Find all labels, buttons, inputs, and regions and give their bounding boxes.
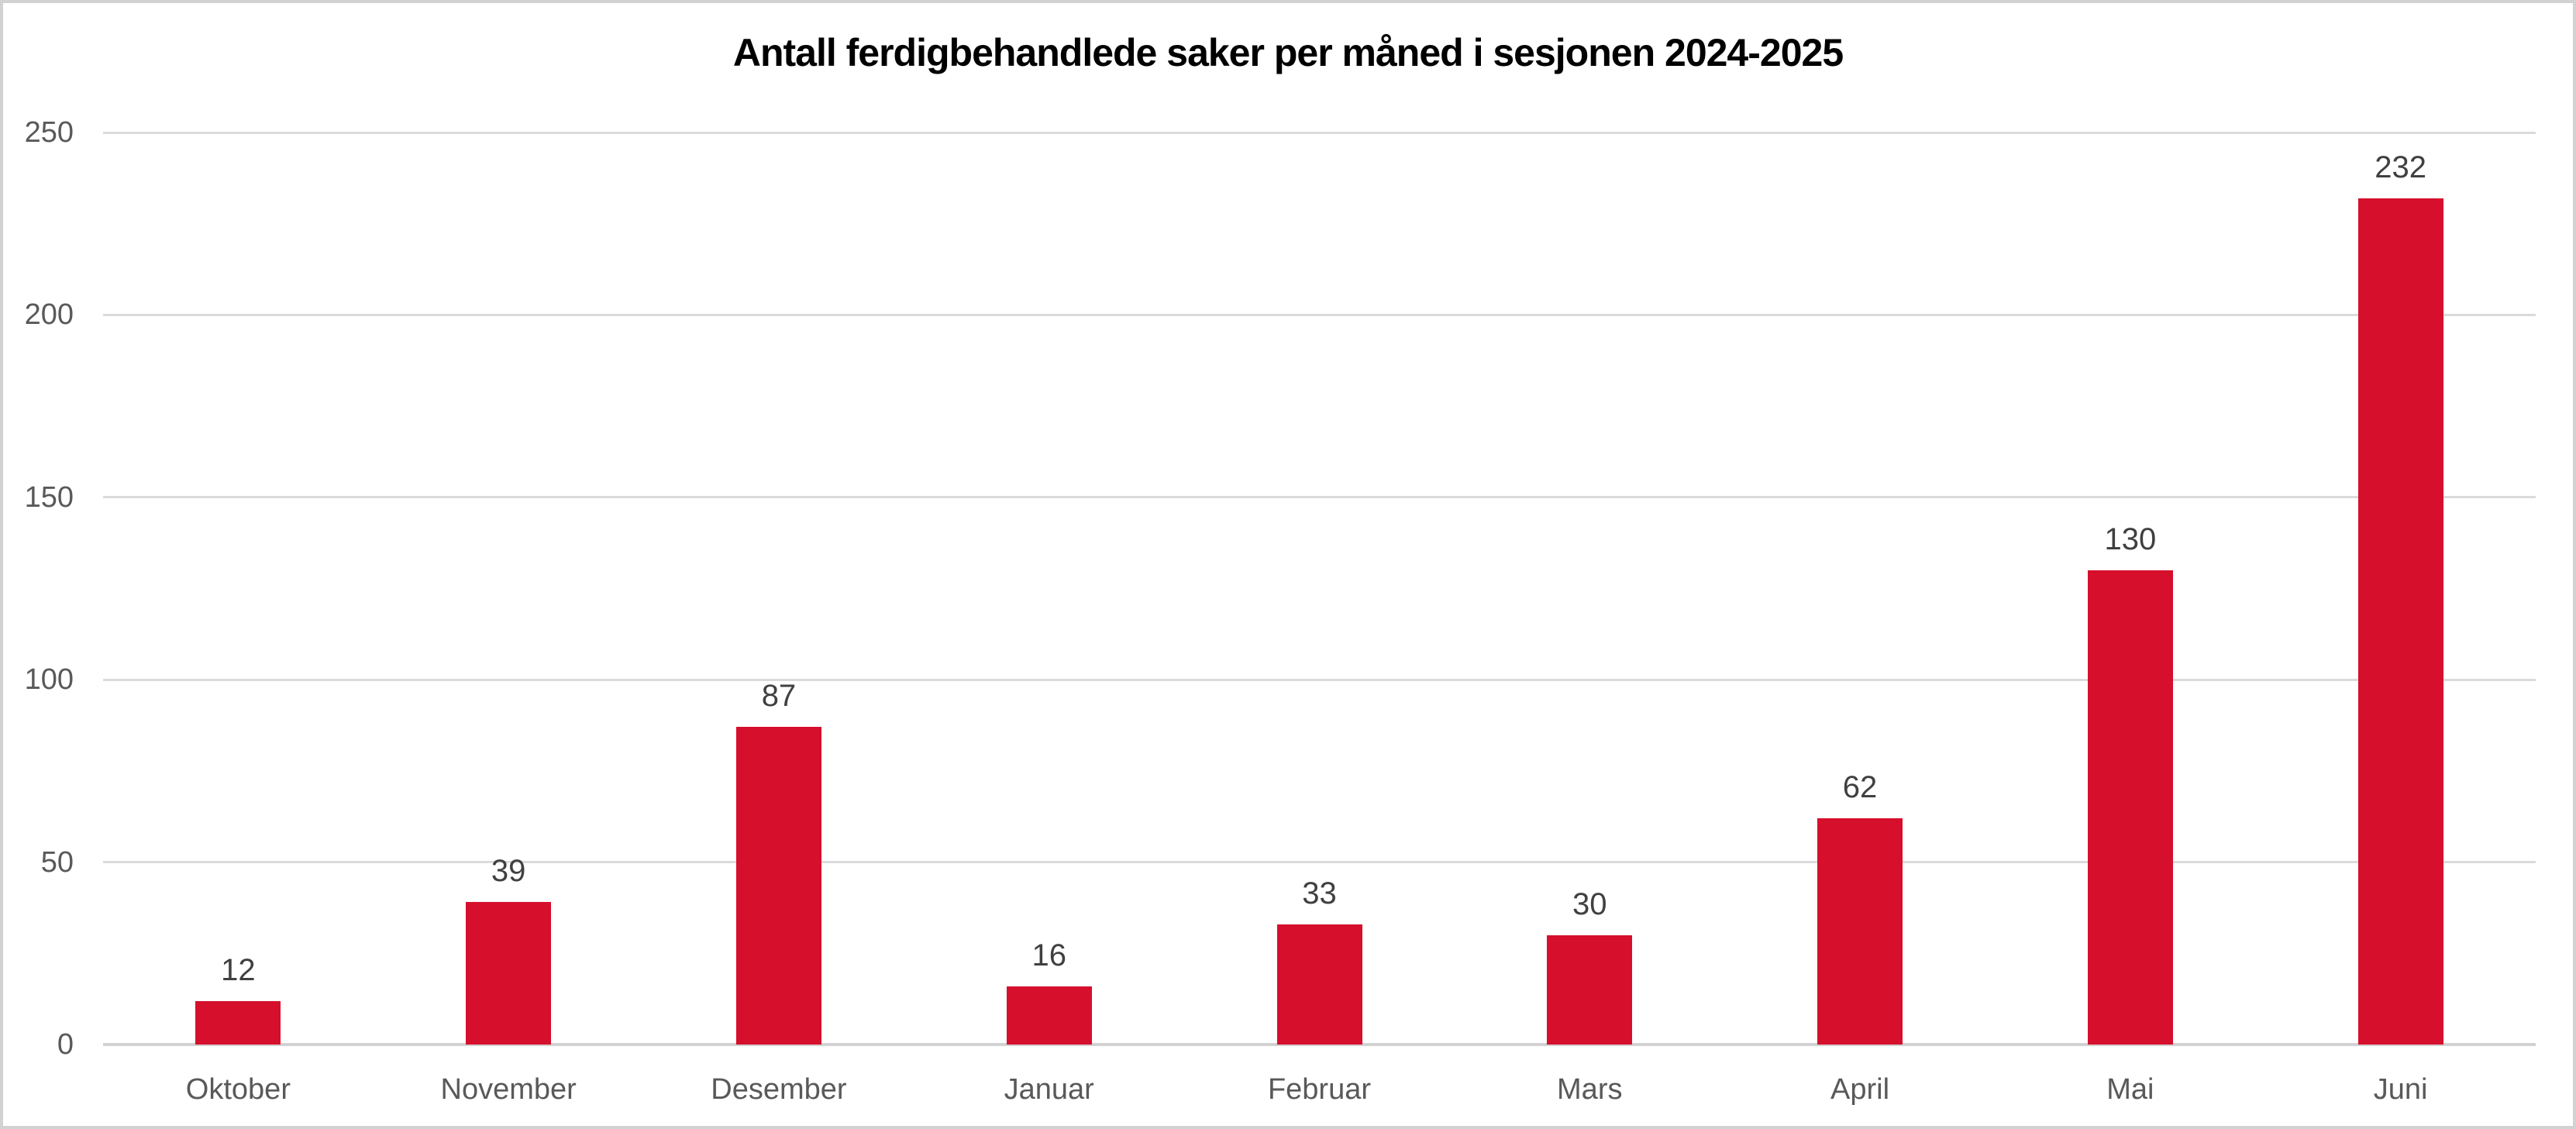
x-axis-label: Juni — [2373, 1073, 2428, 1106]
bar-value-label: 30 — [1572, 886, 1607, 921]
bar-value-label: 62 — [1842, 770, 1878, 805]
plot-area: 12 Oktober 39 November 87 Desember 16 Januar 33 F… — [103, 131, 2536, 1105]
bar — [1276, 924, 1362, 1045]
x-axis-label: Februar — [1267, 1073, 1372, 1106]
y-tick-label: 250 — [24, 116, 74, 149]
gridline — [103, 313, 2536, 316]
y-tick-label: 150 — [24, 480, 74, 514]
bar — [1006, 986, 1092, 1045]
y-tick-label: 0 — [57, 1028, 74, 1061]
y-tick-label: 50 — [40, 845, 74, 879]
bar-value-label: 33 — [1302, 876, 1337, 910]
bar-value-label: 16 — [1031, 938, 1066, 972]
bar-value-label: 232 — [2375, 150, 2426, 184]
bar-value-label: 39 — [491, 854, 526, 889]
y-tick-label: 100 — [24, 663, 74, 697]
bar — [195, 1000, 281, 1045]
bar-value-label: 130 — [2104, 521, 2157, 556]
gridline — [103, 861, 2536, 864]
bar — [2357, 198, 2443, 1045]
bar — [2087, 570, 2173, 1045]
bar — [1547, 935, 1633, 1045]
x-axis-label: Oktober — [185, 1073, 291, 1106]
x-axis-label: Mars — [1557, 1073, 1623, 1106]
x-axis-label: Desember — [711, 1073, 847, 1106]
x-axis-label: Januar — [1004, 1073, 1094, 1106]
bar-value-label: 87 — [761, 679, 797, 714]
y-tick-label: 200 — [24, 298, 74, 332]
gridline — [103, 678, 2536, 681]
bar — [466, 902, 552, 1045]
x-axis-label: November — [440, 1073, 577, 1106]
bar — [735, 727, 821, 1045]
x-axis-label: April — [1830, 1073, 1890, 1106]
bar-value-label: 12 — [221, 952, 256, 987]
x-axis-label: Mai — [2106, 1073, 2154, 1106]
y-axis-tick-labels: 0 50 100 150 200 250 — [0, 118, 74, 1059]
x-axis-line — [103, 1043, 2536, 1046]
bar — [1817, 818, 1903, 1045]
chart-title: Antall ferdigbehandlede saker per måned … — [732, 31, 1844, 74]
gridline — [103, 496, 2536, 499]
gridline — [103, 131, 2536, 134]
